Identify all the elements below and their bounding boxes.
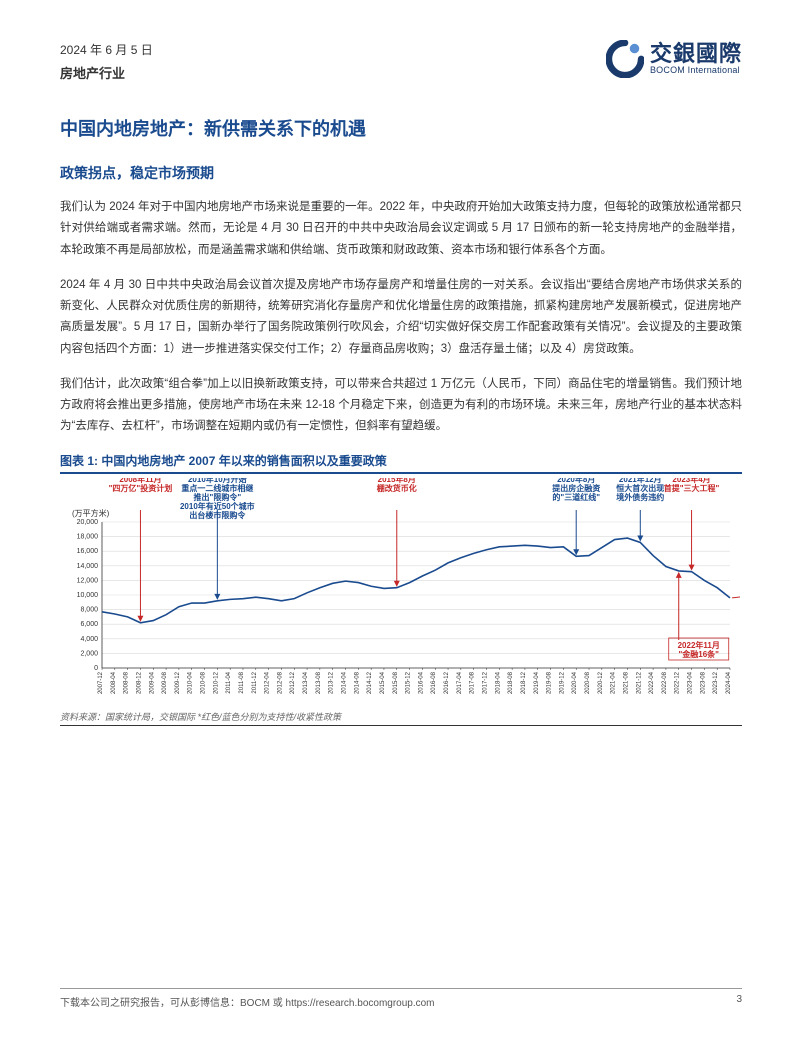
svg-text:2010年有近50个城市: 2010年有近50个城市 [180,501,255,511]
svg-text:2020-12: 2020-12 [598,671,604,694]
svg-text:恒大首次出现: 恒大首次出现 [616,483,664,493]
svg-text:(万平方米): (万平方米) [72,508,110,518]
svg-text:2014-12: 2014-12 [367,671,373,694]
svg-text:2007-12: 2007-12 [98,671,104,694]
svg-text:2020-04: 2020-04 [572,671,578,694]
svg-text:提出房企融资: 提出房企融资 [552,483,600,493]
svg-text:2022-08: 2022-08 [662,671,668,694]
svg-text:14,000: 14,000 [77,562,99,569]
svg-text:2016-08: 2016-08 [431,671,437,694]
svg-text:2019-08: 2019-08 [547,671,553,694]
svg-text:16,000: 16,000 [77,548,99,555]
svg-text:2020-08: 2020-08 [585,671,591,694]
svg-text:2010-04: 2010-04 [188,671,194,694]
svg-text:2011-12: 2011-12 [252,671,258,693]
svg-text:2022-04: 2022-04 [649,671,655,694]
svg-text:2013-08: 2013-08 [316,671,322,694]
svg-text:2013-12: 2013-12 [329,671,335,694]
svg-text:2017-04: 2017-04 [457,671,463,694]
svg-text:2021-12: 2021-12 [636,671,642,694]
svg-text:重点一二线城市相继: 重点一二线城市相继 [181,483,253,493]
svg-text:2018-04: 2018-04 [495,671,501,694]
report-date: 2024 年 6 月 5 日 [60,40,153,62]
svg-text:首提"三大工程": 首提"三大工程" [664,483,720,493]
svg-text:2012-08: 2012-08 [277,671,283,694]
svg-text:6,000: 6,000 [80,621,98,628]
chart-title: 图表 1: 中国内地房地产 2007 年以来的销售面积以及重要政策 [60,452,742,474]
svg-text:8,000: 8,000 [80,606,98,613]
svg-text:2018-12: 2018-12 [521,671,527,694]
svg-text:2023-04: 2023-04 [688,671,694,694]
svg-text:2010-08: 2010-08 [201,671,207,694]
svg-text:2024-04: 2024-04 [726,671,732,694]
svg-text:出台楼市限购令: 出台楼市限购令 [189,510,246,520]
svg-text:2022年11月: 2022年11月 [678,640,720,650]
footer-text: 下载本公司之研究报告，可从彭博信息：BOCM 或 https://researc… [60,994,435,1009]
svg-text:棚改货币化: 棚改货币化 [377,483,417,493]
svg-text:12,000: 12,000 [77,577,99,584]
header-meta: 2024 年 6 月 5 日 房地产行业 [60,40,153,85]
svg-text:推出"限购令": 推出"限购令" [194,492,242,502]
paragraph-2: 2024 年 4 月 30 日中共中央政治局会议首次提及房地产市场存量房产和增量… [60,275,742,360]
paragraph-1: 我们认为 2024 年对于中国内地房地产市场来说是重要的一年。2022 年，中央… [60,197,742,261]
svg-text:2014-08: 2014-08 [354,671,360,694]
svg-text:2008-08: 2008-08 [124,671,130,694]
svg-text:2009-04: 2009-04 [149,671,155,694]
svg-text:2018-08: 2018-08 [508,671,514,694]
svg-text:2011-08: 2011-08 [239,671,245,693]
svg-text:2017-12: 2017-12 [482,671,488,694]
svg-text:2022-12: 2022-12 [675,671,681,694]
svg-text:2008-12: 2008-12 [136,671,142,694]
svg-text:2016-04: 2016-04 [418,671,424,694]
svg-text:2023-12: 2023-12 [713,671,719,694]
page-footer: 下载本公司之研究报告，可从彭博信息：BOCM 或 https://researc… [60,988,742,1009]
chart-source: 资料来源：国家统计局，交银国际 *红色/蓝色分别为支持性/收紧性政策 [60,710,742,726]
svg-text:2012-04: 2012-04 [265,671,271,694]
page-number: 3 [736,994,742,1009]
svg-text:2008-04: 2008-04 [111,671,117,694]
svg-text:2015-08: 2015-08 [393,671,399,694]
sales-area-chart: 0 2,000 4,000 6,000 8,000 10,000 12,000 14,000 1… [60,478,740,708]
svg-text:4,000: 4,000 [80,635,98,642]
svg-text:2017-08: 2017-08 [470,671,476,694]
section-subtitle: 政策拐点，稳定市场预期 [60,163,742,183]
header: 2024 年 6 月 5 日 房地产行业 交銀國際 BOCOM Internat… [60,40,742,85]
svg-text:2010-12: 2010-12 [213,671,219,694]
svg-text:18,000: 18,000 [77,533,99,540]
svg-text:2023-08: 2023-08 [700,671,706,694]
svg-text:"金融16条": "金融16条" [678,649,719,659]
company-logo: 交銀國際 BOCOM International [606,40,742,78]
svg-text:2011-04: 2011-04 [226,671,232,693]
svg-text:境外债务违约: 境外债务违约 [616,492,664,502]
svg-text:20,000: 20,000 [77,519,99,526]
svg-text:2021-08: 2021-08 [623,671,629,694]
svg-text:10,000: 10,000 [77,592,99,599]
logo-text-cn: 交銀國際 [650,42,742,66]
svg-text:2021-04: 2021-04 [611,671,617,694]
svg-text:2015-04: 2015-04 [380,671,386,694]
logo-icon [606,40,644,78]
svg-text:"四万亿"投资计划: "四万亿"投资计划 [109,483,173,493]
svg-text:2014-04: 2014-04 [342,671,348,694]
svg-text:2013-04: 2013-04 [303,671,309,694]
svg-text:2009-12: 2009-12 [175,671,181,694]
svg-text:2009-08: 2009-08 [162,671,168,694]
svg-text:2019-12: 2019-12 [559,671,565,694]
logo-text-en: BOCOM International [650,66,742,76]
paragraph-3: 我们估计，此次政策“组合拳”加上以旧换新政策支持，可以带来合共超过 1 万亿元（… [60,374,742,438]
svg-text:0: 0 [94,665,98,672]
report-title: 中国内地房地产：新供需关系下的机遇 [60,115,742,141]
svg-text:的"三道红线": 的"三道红线" [552,492,600,502]
svg-text:2015-12: 2015-12 [406,671,412,694]
svg-text:2,000: 2,000 [80,650,98,657]
svg-text:2019-04: 2019-04 [534,671,540,694]
svg-text:2016-12: 2016-12 [444,671,450,694]
svg-text:2012-12: 2012-12 [290,671,296,694]
report-sector: 房地产行业 [60,62,153,85]
